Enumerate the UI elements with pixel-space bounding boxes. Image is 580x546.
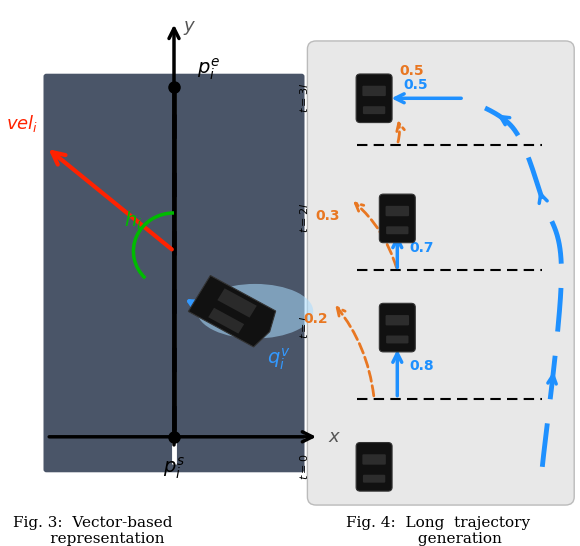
FancyBboxPatch shape <box>386 227 408 234</box>
Text: $vel_i$: $vel_i$ <box>6 113 38 134</box>
FancyBboxPatch shape <box>386 315 409 325</box>
Text: $t=3l$: $t=3l$ <box>298 83 310 114</box>
FancyBboxPatch shape <box>379 194 415 242</box>
Polygon shape <box>188 276 276 347</box>
Text: $y$: $y$ <box>183 19 196 37</box>
FancyBboxPatch shape <box>386 206 409 216</box>
FancyBboxPatch shape <box>44 74 304 472</box>
Text: $x$: $x$ <box>328 428 341 446</box>
FancyBboxPatch shape <box>362 454 386 465</box>
Text: $q_i^v$: $q_i^v$ <box>267 347 291 372</box>
FancyBboxPatch shape <box>356 74 392 123</box>
Text: 0.5: 0.5 <box>403 78 427 92</box>
Text: $t=l$: $t=l$ <box>298 316 310 339</box>
FancyBboxPatch shape <box>379 304 415 352</box>
FancyBboxPatch shape <box>386 335 408 343</box>
Text: $t=0$: $t=0$ <box>298 454 310 480</box>
Text: $p_i^e$: $p_i^e$ <box>197 56 220 82</box>
FancyBboxPatch shape <box>363 474 385 483</box>
Text: 0.7: 0.7 <box>409 241 433 256</box>
Text: Fig. 3:  Vector-based
      representation: Fig. 3: Vector-based representation <box>13 516 173 546</box>
FancyBboxPatch shape <box>362 86 386 96</box>
Text: Fig. 4:  Long  trajectory
         generation: Fig. 4: Long trajectory generation <box>346 516 530 546</box>
Polygon shape <box>208 308 244 334</box>
Text: $t=2l$: $t=2l$ <box>298 203 310 234</box>
FancyBboxPatch shape <box>307 41 574 505</box>
Ellipse shape <box>197 284 313 339</box>
Text: 0.5: 0.5 <box>400 64 424 78</box>
FancyBboxPatch shape <box>356 442 392 491</box>
Text: 0.8: 0.8 <box>409 359 433 373</box>
Text: $p_i^s$: $p_i^s$ <box>163 456 185 482</box>
FancyBboxPatch shape <box>363 106 385 114</box>
Polygon shape <box>218 288 257 318</box>
Text: 0.2: 0.2 <box>304 312 328 327</box>
Text: 0.3: 0.3 <box>316 209 340 223</box>
Text: $h_i$: $h_i$ <box>124 210 143 232</box>
